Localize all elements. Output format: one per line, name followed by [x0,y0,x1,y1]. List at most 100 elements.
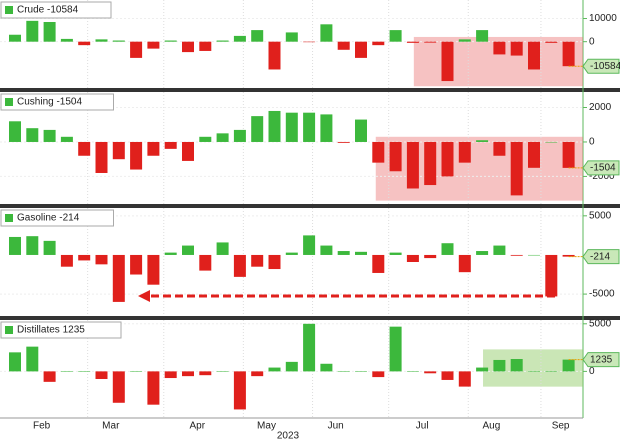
bar [303,112,316,142]
bar [389,326,402,372]
bar [251,30,264,42]
bar [389,141,402,172]
bar [510,254,523,256]
x-tick-label: May [257,421,276,432]
bar [233,129,246,142]
bar [355,371,367,372]
bar [355,119,367,142]
bar [441,243,454,255]
bar [164,252,177,255]
bar [406,41,419,43]
bar [164,371,177,379]
bar [78,141,91,156]
legend-box [0,1,112,19]
bar [545,41,558,43]
bar [60,136,73,142]
bar [510,41,523,56]
legend-label: Cushing -1504 [17,97,82,108]
bar [60,38,73,42]
bar [510,359,523,372]
bar [424,371,437,374]
bar [458,371,471,387]
x-tick-label: Aug [483,421,501,432]
bar [441,141,454,177]
x-tick-label: Feb [33,421,51,432]
bar [303,235,316,255]
y-tick-label: 10000 [589,13,617,24]
bar [112,254,125,302]
x-axis-label: 2023 [277,431,300,441]
bar [251,254,264,267]
bar [268,110,281,142]
bar [285,32,298,42]
bar [216,371,229,372]
bar [43,240,56,255]
bar [476,140,489,142]
legend-label: Gasoline -214 [17,213,80,224]
bar [216,40,229,42]
bar [355,41,367,58]
bar [43,129,56,142]
bar [493,245,506,255]
x-tick-label: Mar [102,421,120,432]
bar [112,141,125,160]
bar [199,41,212,51]
annotation-arrowhead [138,290,150,302]
bar [510,141,523,196]
bar [233,35,246,42]
bar [182,245,194,255]
bar [182,371,194,377]
bar [424,41,437,43]
last-value-label: 1235 [590,354,613,365]
bar [9,121,21,142]
bar [320,24,333,42]
bar [337,141,350,143]
bar [320,245,333,255]
bar [458,141,471,163]
bar [147,41,160,49]
bar [78,371,91,372]
bar [43,22,56,42]
bar [95,371,108,379]
bar [233,254,246,277]
legend-label: Crude -10584 [17,5,79,16]
last-value-badge [582,352,620,368]
highlight-region [375,136,583,201]
bar [389,252,402,255]
bar [320,363,333,372]
bar [562,254,575,257]
bar [147,254,160,285]
bar [164,141,177,149]
bar [9,352,21,372]
bar [78,41,91,46]
bar [78,254,91,261]
x-tick-label: Jun [328,421,344,432]
bar [458,39,471,42]
bar [147,371,160,405]
bar [337,371,350,372]
bar [562,359,575,372]
legend-box [0,321,122,339]
bar [355,251,367,255]
bar [199,371,212,376]
y-tick-label: 0 [589,36,595,47]
last-value-badge [582,58,620,74]
bar [285,252,298,255]
bar [441,371,454,380]
bar [303,323,316,372]
bar [147,141,160,156]
legend-swatch [5,6,13,14]
bar [130,254,143,275]
y-tick-label: -2000 [589,171,615,182]
bar [372,41,385,46]
bar [95,141,108,173]
bar [26,346,39,372]
bar [406,254,419,262]
y-tick-label: 5000 [589,318,612,329]
bar [424,254,437,259]
legend-swatch [5,98,13,106]
bar [199,136,212,142]
bar [233,371,246,410]
bar [216,242,229,255]
